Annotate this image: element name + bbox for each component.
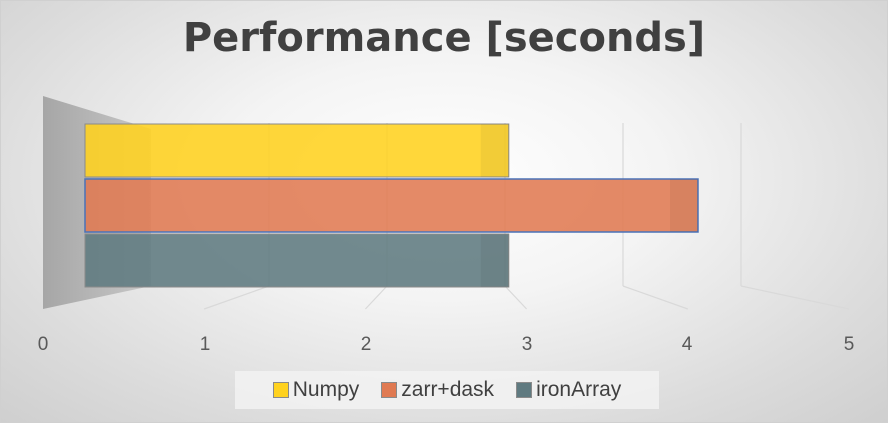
bar-end-face-zarr-dask xyxy=(670,179,698,232)
x-tick-label: 4 xyxy=(682,334,693,355)
x-tick-label: 5 xyxy=(844,334,855,355)
legend-label-zarr-dask: zarr+dask xyxy=(401,378,495,401)
bar-end-face-ironarray xyxy=(480,234,509,287)
legend-item-numpy: Numpy xyxy=(272,378,360,402)
legend-item-ironarray: ironArray xyxy=(516,378,621,402)
legend-item-zarr-dask: zarr+dask xyxy=(381,378,494,402)
x-tick-label: 2 xyxy=(361,334,372,355)
bar-zarr-dask xyxy=(84,178,699,233)
gridline xyxy=(622,285,689,310)
legend-swatch-zarr-dask xyxy=(381,382,398,398)
gridline xyxy=(740,285,850,310)
bar-numpy xyxy=(84,123,510,178)
gridline xyxy=(504,285,528,310)
legend-label-numpy: Numpy xyxy=(292,378,360,401)
gridline xyxy=(364,285,388,310)
x-tick-label: 3 xyxy=(522,334,533,355)
x-tick-label: 0 xyxy=(38,334,49,355)
bar-end-face-numpy xyxy=(480,124,509,177)
legend-swatch-numpy xyxy=(272,382,289,398)
legend-swatch-ironarray xyxy=(516,382,533,398)
gridline xyxy=(203,285,270,310)
bar-ironarray xyxy=(84,233,510,288)
chart-title: Performance [seconds] xyxy=(182,15,706,61)
x-tick-label: 1 xyxy=(200,334,211,355)
legend-label-ironarray: ironArray xyxy=(536,378,622,401)
legend: Numpy zarr+dask ironArray xyxy=(235,371,659,409)
